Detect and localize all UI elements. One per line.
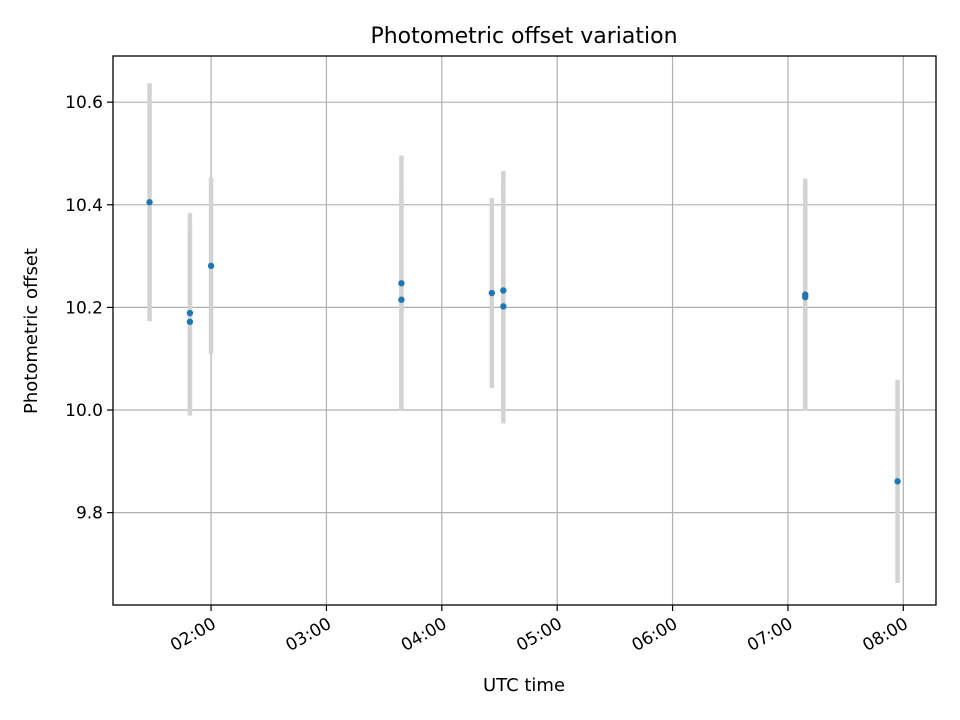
data-point (146, 199, 153, 206)
x-axis: 02:00 03:00 04:00 05:00 06:00 07:00 08:00 (167, 605, 912, 656)
data-point (488, 289, 496, 297)
data-point (186, 309, 194, 317)
data-point (398, 296, 405, 303)
data-point (894, 478, 901, 485)
plot-frame (112, 55, 937, 606)
x-tick-label: 04:00 (398, 614, 450, 656)
data-points (146, 199, 901, 485)
y-tick-label: 10.4 (65, 196, 103, 216)
x-tick-label: 07:00 (744, 614, 796, 656)
chart-title: Photometric offset variation (370, 24, 677, 49)
x-tick-label: 03:00 (283, 614, 335, 656)
y-tick-label: 9.8 (76, 504, 103, 524)
x-tick-label: 05:00 (513, 614, 565, 656)
data-point (500, 287, 507, 294)
data-point (500, 303, 507, 310)
grid (113, 56, 936, 605)
y-tick-label: 10.2 (65, 298, 103, 318)
data-point (398, 280, 405, 287)
data-point (207, 262, 215, 270)
data-point (802, 293, 809, 301)
x-axis-label: UTC time (483, 675, 565, 696)
y-axis: 9.8 10.0 10.2 10.4 10.6 (65, 93, 113, 524)
y-tick-label: 10.0 (65, 401, 103, 421)
errorbars (147, 83, 900, 583)
data-point (186, 318, 194, 325)
y-tick-label: 10.6 (65, 93, 103, 113)
y-axis-label: Photometric offset (21, 248, 42, 414)
x-tick-label: 08:00 (859, 614, 911, 656)
x-tick-label: 06:00 (629, 614, 681, 656)
x-tick-label: 02:00 (167, 614, 219, 656)
